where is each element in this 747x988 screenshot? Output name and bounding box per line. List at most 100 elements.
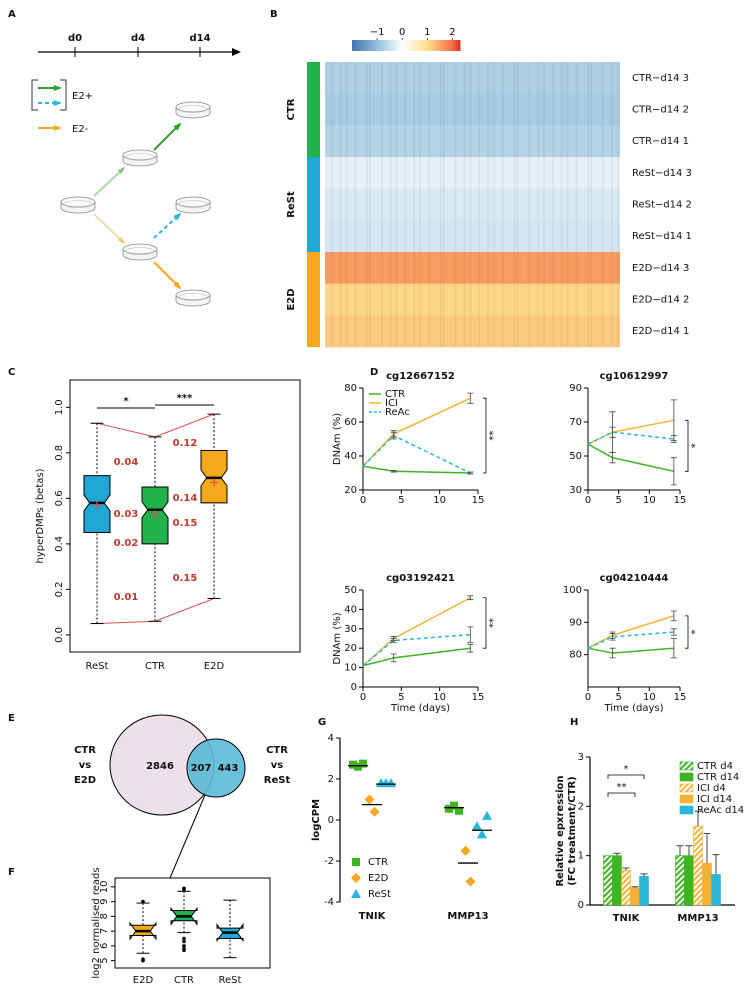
- significance-label: **: [617, 782, 627, 793]
- heatmap-texture: [366, 62, 368, 94]
- heatmap-texture: [502, 93, 504, 126]
- connector-line: [169, 794, 206, 879]
- x-tick-label: E2D: [204, 661, 225, 672]
- legend-label: CTR d4: [697, 761, 733, 772]
- heatmap-texture: [443, 188, 445, 221]
- heatmap-texture: [398, 125, 401, 157]
- heatmap-texture: [602, 220, 604, 252]
- error-bar: [467, 643, 474, 653]
- x-tick-label: 15: [674, 692, 687, 703]
- bar: [675, 855, 685, 906]
- heatmap-texture: [384, 315, 386, 347]
- colorbar-cell: [392, 40, 395, 51]
- heatmap-texture: [398, 93, 401, 126]
- y-tick-label: 2: [328, 774, 334, 785]
- heatmap-texture: [596, 62, 598, 94]
- x-tick-label: E2D: [133, 975, 154, 986]
- heatmap-texture: [537, 125, 539, 157]
- heatmap-texture: [537, 315, 539, 347]
- heatmap-texture: [546, 283, 548, 316]
- heatmap-texture: [457, 283, 460, 316]
- heatmap-texture: [457, 62, 460, 94]
- heatmap-texture: [499, 252, 501, 284]
- data-point: [465, 876, 476, 887]
- arrow-head: [173, 122, 182, 131]
- heatmap-texture: [366, 157, 368, 189]
- data-point: [386, 778, 396, 788]
- heatmap-texture: [587, 220, 590, 252]
- heatmap-texture: [410, 93, 413, 126]
- connector-line: [96, 620, 156, 625]
- heatmap-texture: [581, 93, 584, 126]
- heatmap-texture: [457, 93, 460, 126]
- heatmap-texture: [339, 252, 342, 284]
- heatmap-texture: [575, 188, 578, 221]
- y-tick-label: 0: [351, 682, 357, 693]
- heatmap-texture: [531, 157, 533, 189]
- mean-marker: [151, 510, 159, 519]
- heatmap-texture: [590, 157, 592, 189]
- heatmap-texture: [366, 188, 368, 221]
- heatmap-texture: [478, 62, 480, 94]
- heatmap-texture: [602, 252, 604, 284]
- heatmap-texture: [590, 125, 592, 157]
- heatmap-texture: [575, 157, 578, 189]
- heatmap-texture: [419, 315, 421, 347]
- heatmap-texture: [351, 157, 354, 189]
- heatmap-texture: [513, 220, 516, 252]
- heatmap-texture: [384, 62, 386, 94]
- colorbar-label: 1: [424, 27, 430, 38]
- heatmap-texture: [513, 93, 516, 126]
- heatmap-texture: [602, 188, 604, 221]
- heatmap-texture: [572, 62, 575, 94]
- heatmap-texture: [611, 93, 613, 126]
- group-bar: [307, 62, 320, 157]
- colorbar-cell: [458, 40, 461, 51]
- heatmap-texture: [502, 220, 504, 252]
- heatmap-texture: [522, 93, 525, 126]
- heatmap-texture: [587, 157, 590, 189]
- heatmap-texture: [457, 188, 460, 221]
- y-tick-label: 20: [344, 643, 357, 654]
- heatmap-texture: [502, 252, 504, 284]
- colorbar-cell: [352, 40, 355, 51]
- heatmap-texture: [419, 157, 421, 189]
- heatmap-texture: [566, 62, 569, 94]
- heatmap-texture: [384, 283, 386, 316]
- heatmap-texture: [330, 315, 333, 347]
- heatmap-texture: [543, 188, 545, 221]
- heatmap-texture: [484, 315, 486, 347]
- heatmap-texture: [375, 62, 377, 94]
- error-bar: [467, 626, 474, 643]
- heatmap-texture: [493, 220, 495, 252]
- colorbar-cell: [420, 40, 423, 51]
- heatmap-row: [325, 157, 620, 189]
- bar: [603, 855, 613, 906]
- heatmap-texture: [448, 220, 451, 252]
- heatmap-texture: [587, 125, 590, 157]
- heatmap-texture: [325, 62, 327, 94]
- heatmap-texture: [472, 252, 474, 284]
- series-line: [587, 443, 675, 473]
- heatmap-texture: [552, 252, 554, 284]
- heatmap-texture: [605, 283, 607, 316]
- significance-label: *: [624, 764, 629, 775]
- error-bar: [640, 873, 648, 877]
- heatmap-texture: [493, 62, 495, 94]
- heatmap-texture: [499, 93, 501, 126]
- heatmap-texture: [546, 62, 548, 94]
- x-tick-label: 0: [360, 495, 366, 506]
- row-label: E2D−d14 3: [632, 263, 689, 274]
- heatmap-texture: [552, 283, 554, 316]
- heatmap-texture: [448, 157, 451, 189]
- heatmap-texture: [484, 125, 486, 157]
- heatmap-texture: [410, 315, 413, 347]
- colorbar-cell: [360, 40, 363, 51]
- y-tick-label: 40: [344, 451, 357, 462]
- heatmap-texture: [375, 125, 377, 157]
- heatmap-texture: [487, 220, 489, 252]
- set-label: vs: [79, 760, 92, 771]
- heatmap-texture: [398, 252, 401, 284]
- heatmap-texture: [413, 188, 415, 221]
- colorbar-cell: [448, 40, 451, 51]
